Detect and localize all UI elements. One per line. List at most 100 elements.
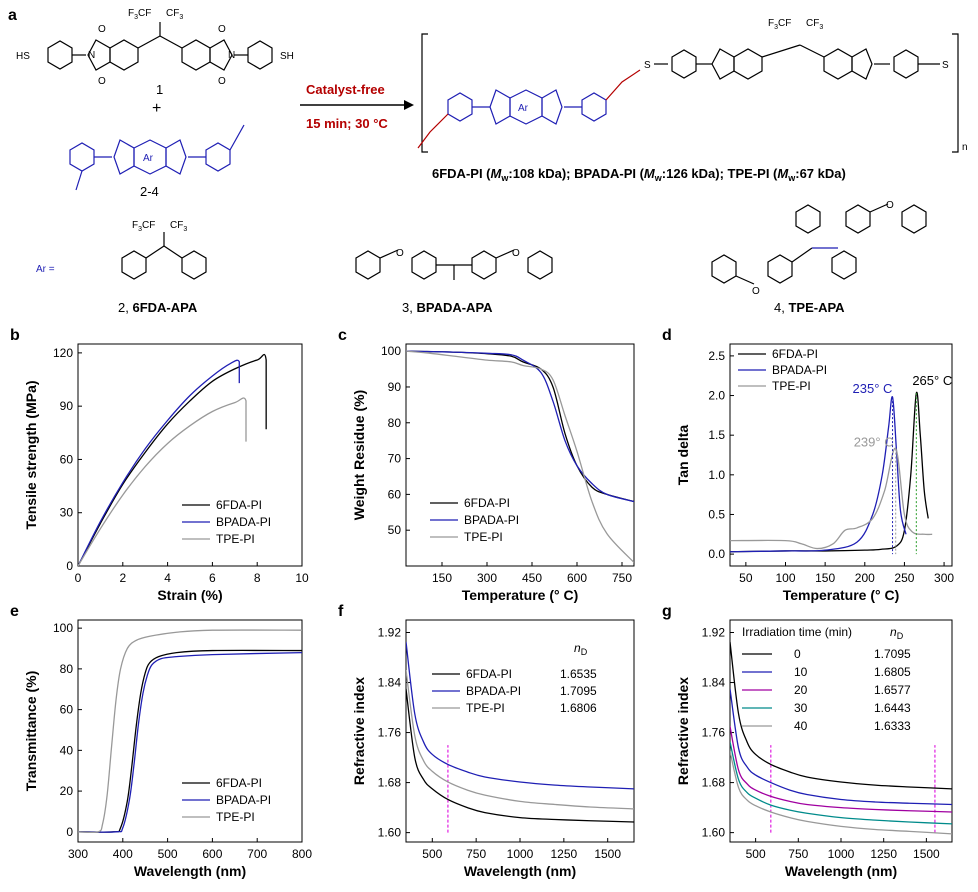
- alkyne-right: [229, 124, 245, 151]
- y-tick-label: 30: [60, 506, 74, 520]
- series-line-TPE-PI: [730, 447, 933, 550]
- ar-tpe-caption: 4, TPE-APA: [774, 300, 845, 315]
- monomer-1-structure: [47, 22, 273, 71]
- chart-panel-b: b 0 30 60 90 120 0 2 4 6 8 10 Strain (%) Tensile stre…: [10, 327, 309, 603]
- y-tick-label: 1.84: [702, 676, 726, 690]
- n-label: N: [228, 50, 235, 61]
- x-tick-label: 500: [158, 847, 178, 861]
- benzene-ring-right: [247, 40, 273, 70]
- ring: [711, 254, 737, 284]
- bond: [159, 35, 183, 49]
- series-line-6FDA-PI: [730, 391, 929, 553]
- monomer-2-4-structure: [69, 124, 245, 191]
- ar-6fda-caption: 2, 6FDA-APA: [118, 300, 198, 315]
- x-tick-label: 300: [477, 571, 497, 585]
- legend-label-BPADA-PI: BPADA-PI: [216, 515, 271, 529]
- x-tick-label: 1250: [870, 847, 897, 861]
- cf3-left: F3CF: [132, 220, 155, 233]
- legend-value-0: 1.7095: [874, 647, 911, 661]
- benzo-ring-right: [181, 39, 211, 71]
- imide-ring: [541, 89, 563, 125]
- bond: [137, 35, 161, 49]
- cf3-labels: F3CF CF3: [128, 8, 183, 21]
- y-tick-label: 100: [53, 621, 73, 635]
- plot-frame: [729, 343, 953, 567]
- y-tick-label: 80: [388, 416, 402, 430]
- chart-panels: b 0 30 60 90 120 0 2 4 6 8 10 Strain (%) Tensile stre…: [10, 327, 954, 879]
- y-tick-label: 1.92: [378, 626, 402, 640]
- x-tick-label: 300: [68, 847, 88, 861]
- reaction-scheme: a HS SH N N O O O O F3CF CF3 1 +: [8, 7, 968, 315]
- bracket-right: [952, 33, 959, 153]
- x-tick-label: 750: [612, 571, 632, 585]
- benzene-ring: [893, 49, 919, 79]
- y-tick-label: 1.84: [378, 676, 402, 690]
- chart-panel-e: e 0 20 40 60 80 100 300 400 500 600 700 800 Wavelengt…: [10, 603, 312, 879]
- y-axis-label: Tan delta: [675, 425, 691, 486]
- o-label: O: [218, 24, 226, 35]
- y-axis-label: Refractive index: [351, 677, 367, 785]
- alkyne-left: [75, 170, 83, 191]
- legend-value-30: 1.6443: [874, 701, 911, 715]
- panel-letter: d: [662, 327, 672, 344]
- o-label: O: [396, 248, 404, 259]
- y-tick-label: 1.68: [702, 776, 726, 790]
- plot-frame: [405, 343, 635, 567]
- series-line-TPE-PI: [78, 397, 247, 566]
- polymer-repeat-unit: [417, 33, 959, 153]
- legend-value-BPADA-PI: 1.7095: [560, 684, 597, 698]
- x-tick-label: 150: [432, 571, 452, 585]
- x-tick-label: 750: [466, 847, 486, 861]
- y-tick-label: 20: [60, 784, 74, 798]
- series-line-6FDA-PI: [406, 688, 634, 823]
- series-line-6FDA-PI: [78, 353, 267, 566]
- x-axis-label: Wavelength (nm): [464, 863, 576, 879]
- cf3-right: CF3: [806, 18, 823, 31]
- y-tick-label: 80: [60, 662, 74, 676]
- panel-letter: e: [10, 603, 19, 620]
- legend-value-header: nD: [574, 641, 588, 657]
- y-tick-label: 70: [388, 452, 402, 466]
- benzo-ring: [733, 48, 763, 80]
- legend: 6FDA-PI BPADA-PI TPE-PI: [430, 496, 519, 544]
- o-label: O: [218, 76, 226, 87]
- legend-label-20: 20: [794, 683, 808, 697]
- ar-bpada-structure: [355, 249, 553, 280]
- y-axis-label: Tensile strength (MPa): [23, 380, 39, 529]
- cf3-right: CF3: [170, 220, 187, 233]
- peak-label: 235° C: [853, 381, 893, 396]
- x-axis-label: Temperature (° C): [462, 587, 579, 603]
- s-label: S: [942, 60, 949, 71]
- y-tick-label: 0.5: [708, 507, 725, 521]
- series-line-BPADA-PI: [406, 350, 634, 503]
- imide-ring: [851, 48, 873, 80]
- n-label: N: [88, 50, 95, 61]
- legend-label-6FDA-PI: 6FDA-PI: [216, 498, 262, 512]
- y-tick-label: 1.76: [702, 726, 726, 740]
- series-line-TPE-PI: [406, 669, 634, 810]
- series-line-6FDA-PI: [406, 350, 634, 503]
- legend-label-6FDA-PI: 6FDA-PI: [466, 667, 512, 681]
- peak-label: 265° C: [912, 373, 952, 388]
- series-line-BPADA-PI: [78, 359, 240, 566]
- series-line-TPE-PI: [78, 629, 302, 834]
- legend-label-TPE-PI: TPE-PI: [772, 379, 811, 393]
- y-tick-label: 0.0: [708, 547, 725, 561]
- legend: nD 6FDA-PI 1.6535 BPADA-PI 1.7095 TPE-PI 1.680…: [432, 641, 597, 715]
- ring: [831, 250, 857, 280]
- o-label: O: [886, 200, 894, 211]
- y-axis-label: Transmittance (%): [23, 671, 39, 792]
- y-tick-label: 1.60: [702, 826, 726, 840]
- series-line-0: [730, 641, 952, 790]
- legend-label-TPE-PI: TPE-PI: [466, 701, 505, 715]
- y-tick-label: 90: [388, 380, 402, 394]
- legend-title: Irradiation time (min): [742, 625, 852, 639]
- x-tick-label: 0: [75, 571, 82, 585]
- x-axis-label: Wavelength (nm): [785, 863, 897, 879]
- y-tick-label: 120: [53, 346, 73, 360]
- sh-label: SH: [280, 51, 294, 62]
- chart-panel-g: g 1.60 1.68 1.76 1.84 1.92 500 750 1000 1250 1500 W…: [662, 603, 953, 879]
- y-tick-label: 40: [60, 743, 74, 757]
- x-tick-label: 600: [567, 571, 587, 585]
- chart-panel-c: c 50 60 70 80 90 100 150 300 450 600 750 Temperature…: [338, 327, 635, 603]
